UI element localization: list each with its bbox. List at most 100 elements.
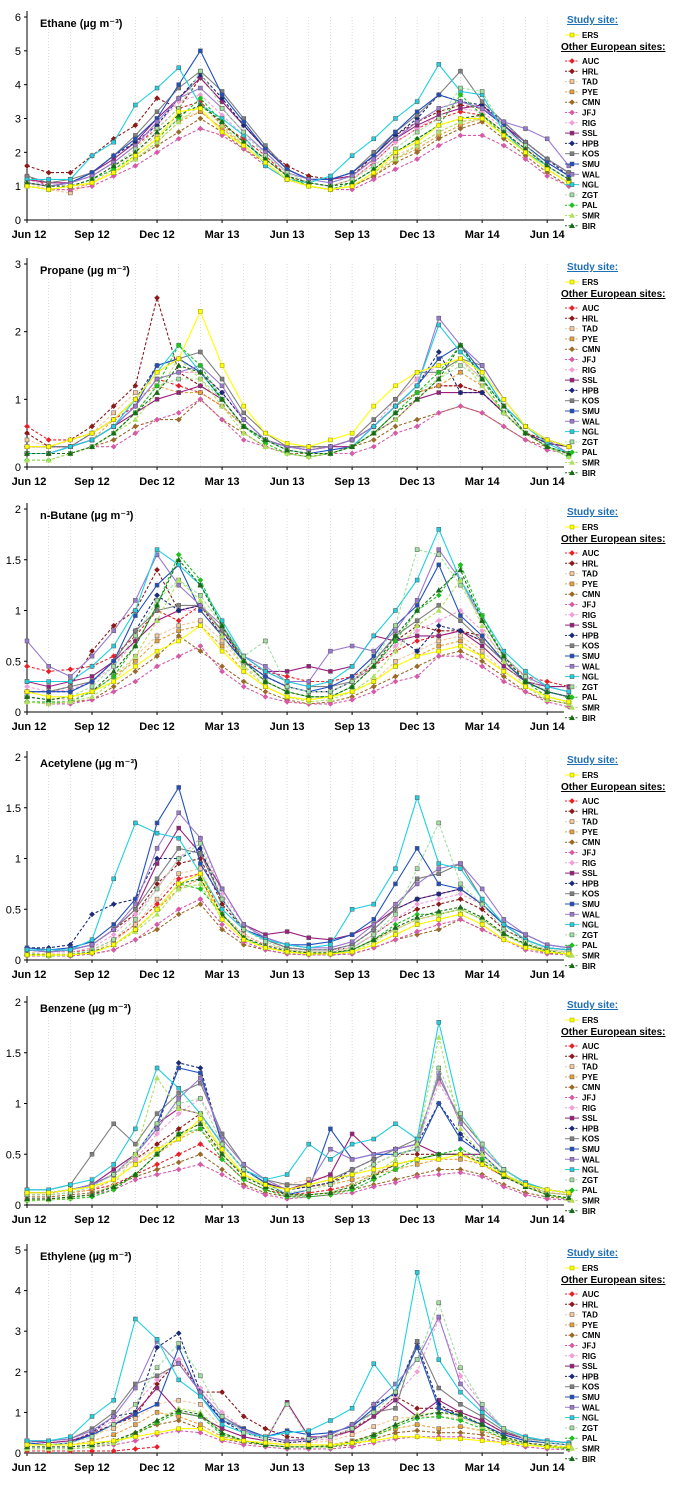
data-point <box>306 1141 312 1147</box>
data-point <box>479 617 486 623</box>
data-point <box>89 674 95 679</box>
data-point <box>501 922 507 927</box>
data-point <box>240 941 247 948</box>
data-point <box>154 1075 161 1081</box>
data-point <box>414 1427 421 1434</box>
data-point <box>436 106 442 111</box>
data-point <box>263 430 268 436</box>
data-point <box>414 1270 420 1275</box>
data-point <box>198 390 203 395</box>
data-point <box>370 936 377 942</box>
legend-marker <box>569 1074 575 1080</box>
x-tick-label: Dec 12 <box>139 476 174 488</box>
data-point <box>262 1425 269 1432</box>
legend-label-kos: KOS <box>582 397 600 406</box>
data-point <box>436 123 442 128</box>
data-point <box>457 891 464 897</box>
data-point <box>132 1437 139 1444</box>
legend-label-hpb: HPB <box>582 879 599 888</box>
legend-label-hpb: HPB <box>582 139 599 148</box>
data-point <box>176 1096 181 1101</box>
data-point <box>414 928 421 935</box>
data-point <box>436 315 442 321</box>
data-point <box>414 416 421 423</box>
data-point <box>23 457 31 463</box>
data-point <box>414 1157 420 1162</box>
data-point <box>68 177 73 182</box>
data-point <box>133 397 138 402</box>
data-point <box>349 153 355 158</box>
legend-label-rig: RIG <box>582 611 596 620</box>
data-point <box>23 450 31 456</box>
data-point <box>414 370 420 375</box>
data-point <box>68 437 73 443</box>
data-point <box>435 128 442 135</box>
data-point <box>154 128 161 135</box>
data-point <box>46 1190 51 1196</box>
data-point <box>457 118 464 125</box>
data-point <box>154 911 161 917</box>
legend-label-smu: SMU <box>582 900 600 909</box>
data-point <box>176 1397 181 1403</box>
data-point <box>133 907 138 912</box>
legend-marker <box>568 704 576 710</box>
series-line <box>26 111 570 194</box>
data-point <box>219 106 225 111</box>
series-kos <box>24 1075 572 1196</box>
data-point <box>133 136 138 142</box>
data-point <box>197 1411 204 1417</box>
data-point <box>197 1141 204 1148</box>
data-point <box>436 562 442 568</box>
data-point <box>89 153 95 158</box>
data-point <box>392 1156 399 1162</box>
data-point <box>197 880 204 887</box>
data-point <box>479 663 486 670</box>
data-point <box>435 896 442 903</box>
chart-panel-1: 0 1 2 3 4 5 6 Jun 12 Sep 12 Dec 12 Mar 13 Jun 13 Sep… <box>12 11 665 241</box>
panel-title: Benzene (µg m⁻³) <box>40 1003 131 1015</box>
data-point <box>175 1417 182 1424</box>
x-tick-label: Mar 13 <box>205 229 240 241</box>
data-point <box>393 129 398 135</box>
series-line <box>26 87 570 187</box>
data-point <box>111 643 116 649</box>
data-point <box>392 637 399 644</box>
legend-label-wal: WAL <box>582 910 600 919</box>
data-point <box>436 1357 442 1362</box>
data-point <box>154 1146 160 1152</box>
data-point <box>154 896 160 902</box>
series-smr <box>23 576 572 707</box>
data-point <box>457 916 464 923</box>
legend-marker <box>569 119 575 126</box>
legend-label-pal: PAL <box>582 448 598 457</box>
x-tick-label: Jun 12 <box>12 1462 47 1474</box>
data-point <box>414 99 420 104</box>
series-line <box>27 398 569 455</box>
data-point <box>392 673 399 680</box>
legend-label-ssl: SSL <box>582 129 598 138</box>
data-point <box>154 1130 160 1137</box>
legend-label-smr: SMR <box>582 704 600 713</box>
data-point <box>176 1361 181 1366</box>
data-point <box>176 109 181 114</box>
data-point <box>23 693 31 700</box>
data-point <box>523 1182 528 1187</box>
data-point <box>457 576 464 583</box>
legend-marker <box>569 632 575 639</box>
data-point <box>133 1385 138 1391</box>
data-point <box>393 623 398 628</box>
data-point <box>436 917 442 922</box>
legend-heading-other-sites: Other European sites: <box>561 1275 665 1286</box>
data-point <box>414 396 421 402</box>
data-point <box>457 132 464 139</box>
data-point <box>154 294 160 301</box>
data-point <box>176 1426 181 1431</box>
data-point <box>284 177 290 182</box>
data-point <box>197 375 204 382</box>
data-point <box>198 68 203 74</box>
legend-marker <box>569 1053 575 1060</box>
series-line <box>26 837 569 953</box>
legend-heading-other-sites: Other European sites: <box>561 42 665 53</box>
x-tick-label: Dec 12 <box>139 1462 174 1474</box>
legend-marker <box>569 1332 575 1339</box>
